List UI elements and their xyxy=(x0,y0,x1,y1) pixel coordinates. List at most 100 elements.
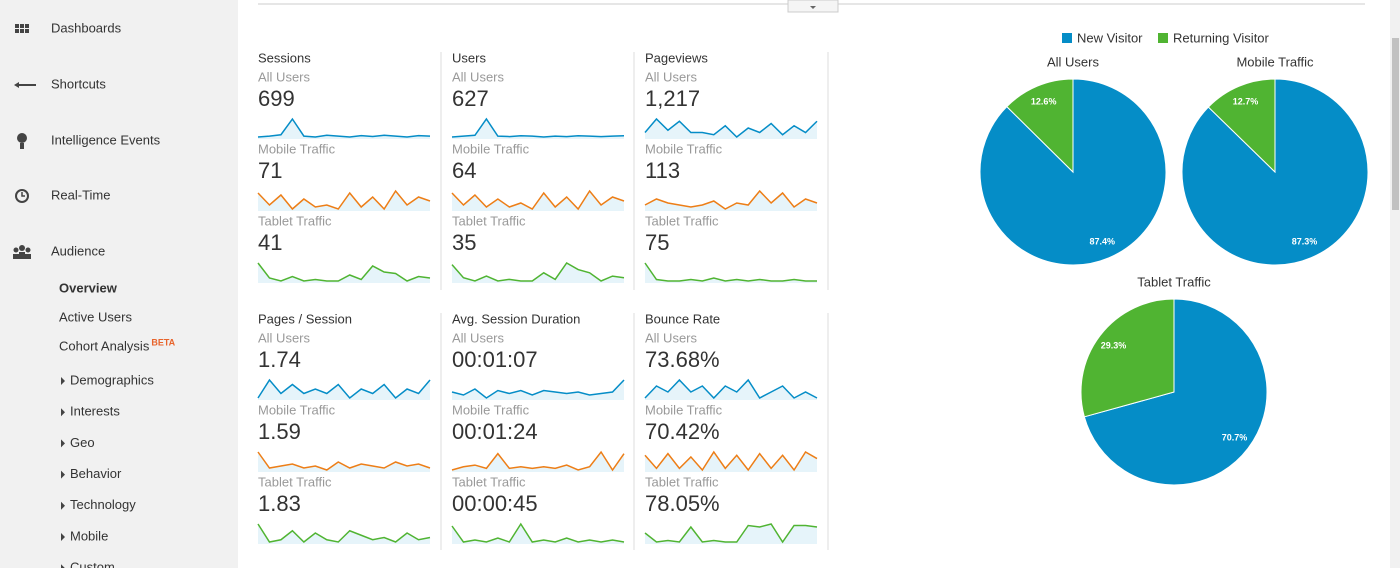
nav-item[interactable]: Dashboards xyxy=(51,20,122,35)
metric-value: 64 xyxy=(452,158,476,183)
nav-subitem[interactable]: Technology xyxy=(70,497,136,512)
sparkline xyxy=(257,262,431,282)
sidebar xyxy=(0,0,238,568)
sparkline xyxy=(451,262,625,282)
legend-swatch xyxy=(1062,33,1072,43)
sparkline-area xyxy=(645,119,817,139)
pie-label: 12.7% xyxy=(1233,96,1259,106)
metric-value: 70.42% xyxy=(645,419,720,444)
nav-item[interactable]: Intelligence Events xyxy=(51,132,161,147)
legend-label: Returning Visitor xyxy=(1173,30,1270,45)
sparkline-area xyxy=(258,380,430,400)
metric-value: 00:01:07 xyxy=(452,347,538,372)
metric-value: 00:01:24 xyxy=(452,419,538,444)
metric-value: 1.74 xyxy=(258,347,301,372)
legend-label: New Visitor xyxy=(1077,30,1143,45)
segment-label: Tablet Traffic xyxy=(645,474,719,489)
sparkline-area xyxy=(645,380,817,400)
segment-label: Mobile Traffic xyxy=(258,141,336,156)
sparkline xyxy=(644,378,818,400)
metric-value: 73.68% xyxy=(645,347,720,372)
pie-title: Mobile Traffic xyxy=(1236,54,1314,69)
sparkline-area xyxy=(258,263,430,283)
nav-subitem[interactable]: Behavior xyxy=(70,466,122,481)
expand-arrow xyxy=(61,501,65,510)
sparkline xyxy=(644,117,818,138)
segment-label: Mobile Traffic xyxy=(645,141,723,156)
sparkline-area xyxy=(452,452,624,472)
segment-label: Mobile Traffic xyxy=(452,402,530,417)
nav-subitem[interactable]: Mobile xyxy=(70,528,108,543)
sparkline xyxy=(451,450,625,472)
nav-item[interactable]: Audience xyxy=(51,243,105,258)
icons xyxy=(13,24,36,259)
segment-label: Tablet Traffic xyxy=(258,213,332,228)
beta-badge: BETA xyxy=(151,337,175,347)
pie-title: Tablet Traffic xyxy=(1137,274,1211,289)
segment-label: All Users xyxy=(645,330,698,345)
sparkline-area xyxy=(452,119,624,139)
metric-value: 113 xyxy=(645,158,680,183)
segment-label: All Users xyxy=(452,330,505,345)
segment-label: Tablet Traffic xyxy=(258,474,332,489)
metric-title: Users xyxy=(452,50,486,65)
expand-arrow xyxy=(61,377,65,385)
metric-value: 00:00:45 xyxy=(452,491,538,516)
dividers xyxy=(440,52,829,550)
metric-value: 35 xyxy=(452,230,476,255)
metric-value: 627 xyxy=(452,86,489,111)
nav-subitem[interactable]: Demographics xyxy=(70,372,154,387)
nav-item[interactable]: Shortcuts xyxy=(51,76,106,91)
segment-label: All Users xyxy=(258,69,311,84)
metric-value: 71 xyxy=(258,158,282,183)
segment-label: All Users xyxy=(645,69,698,84)
sparkline xyxy=(257,189,431,211)
pie-title: All Users xyxy=(1047,54,1100,69)
pie-label: 12.6% xyxy=(1031,96,1057,106)
nav-subitem[interactable]: Active Users xyxy=(59,309,132,324)
sparkline xyxy=(257,378,431,400)
collapse-arrow xyxy=(810,6,816,9)
sparkline xyxy=(257,523,431,543)
metric-title: Pageviews xyxy=(645,50,708,65)
segment-label: Tablet Traffic xyxy=(645,213,719,228)
sparkline xyxy=(257,117,431,138)
pie-label: 70.7% xyxy=(1222,432,1248,442)
sparkline-area xyxy=(258,524,430,544)
segment-label: Mobile Traffic xyxy=(645,402,723,417)
metric-value: 699 xyxy=(258,86,295,111)
metric-value: 41 xyxy=(258,230,282,255)
nav-subitem[interactable]: Cohort Analysis xyxy=(59,338,150,353)
sparkline-area xyxy=(258,119,430,139)
nav-subitem[interactable]: Custom xyxy=(70,560,115,573)
sparkline xyxy=(451,117,625,138)
pie-label: 87.4% xyxy=(1090,236,1116,246)
expand-arrow xyxy=(61,408,65,417)
sparkline xyxy=(644,189,818,210)
sparkline xyxy=(451,189,625,211)
pie-slice xyxy=(979,78,1167,266)
pie-label: 87.3% xyxy=(1292,236,1318,246)
pie-slice xyxy=(1207,78,1276,174)
pie-slice xyxy=(1006,78,1074,174)
scroll-thumb[interactable] xyxy=(1392,38,1399,210)
legend-swatch xyxy=(1158,33,1168,43)
pie-slice xyxy=(1080,298,1175,418)
sparkline-area xyxy=(452,380,624,400)
nav-subitem[interactable]: Overview xyxy=(59,280,118,295)
nav-subitem[interactable]: Geo xyxy=(70,435,95,450)
segment-label: Mobile Traffic xyxy=(452,141,530,156)
segment-label: All Users xyxy=(258,330,311,345)
metric-title: Sessions xyxy=(258,50,311,65)
segment-label: All Users xyxy=(452,69,505,84)
sparkline xyxy=(644,523,818,544)
sparkline xyxy=(451,379,625,399)
sparkline xyxy=(257,451,431,471)
pie-slice xyxy=(1083,298,1268,486)
nav-subitem[interactable]: Interests xyxy=(70,404,120,419)
metric-value: 78.05% xyxy=(645,491,720,516)
sparkline-area xyxy=(452,263,624,283)
nav-item[interactable]: Real-Time xyxy=(51,187,110,202)
